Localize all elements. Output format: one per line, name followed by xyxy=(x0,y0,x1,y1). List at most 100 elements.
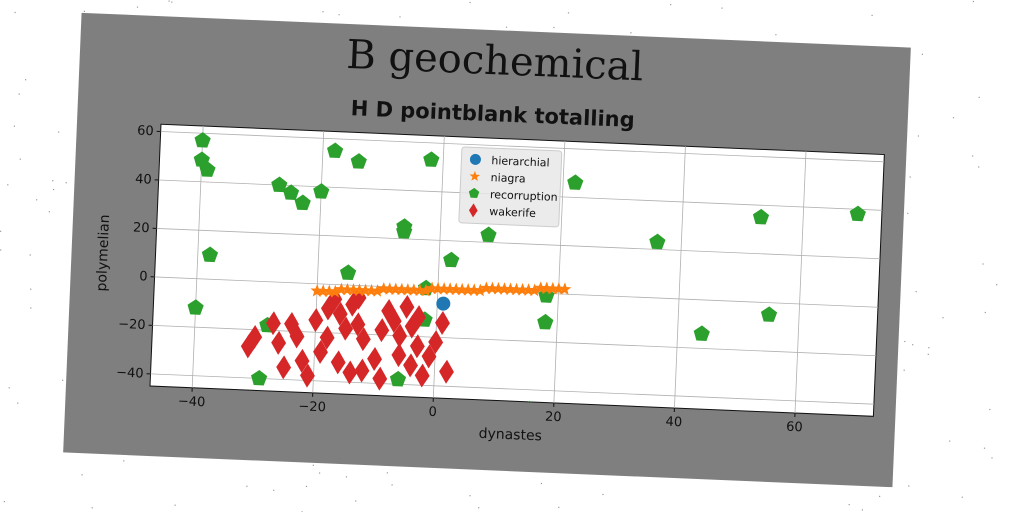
wakerife-point xyxy=(439,359,454,384)
speckle-dot xyxy=(0,249,2,251)
niagra-point xyxy=(364,283,379,297)
speckle-dot xyxy=(62,379,64,381)
niagra-point xyxy=(497,282,512,296)
y-tick-label: 20 xyxy=(133,220,150,236)
speckle-dot xyxy=(871,14,873,16)
y-gridline xyxy=(150,373,874,405)
speckle-dot xyxy=(670,4,672,6)
wakerife-point xyxy=(355,327,371,352)
niagra-point xyxy=(546,281,560,295)
recorruption-point xyxy=(327,142,344,159)
speckle-dot xyxy=(19,158,21,160)
recorruption-point xyxy=(849,205,866,222)
legend-label-hierarchial: hierarchial xyxy=(491,154,550,169)
wakerife-point xyxy=(265,311,281,336)
wakerife-point xyxy=(276,355,292,380)
speckle-dot xyxy=(879,495,881,497)
wakerife-point xyxy=(391,343,407,368)
wakerife-point xyxy=(399,294,415,319)
speckle-dot xyxy=(848,504,850,506)
legend-marker-hierarchial xyxy=(469,153,481,165)
niagra-point xyxy=(431,281,445,295)
speckle-dot xyxy=(909,176,911,178)
wakerife-point xyxy=(284,311,299,336)
niagra-point xyxy=(527,283,542,297)
speckle-dot xyxy=(907,212,909,214)
speckle-dot xyxy=(469,495,471,497)
niagra-point xyxy=(558,282,572,296)
niagra-point xyxy=(322,284,336,298)
speckle-dot xyxy=(775,34,777,36)
wakerife-point xyxy=(320,296,336,321)
speckle-dot xyxy=(983,447,986,449)
speckle-dot xyxy=(83,10,85,12)
speckle-dot xyxy=(345,476,348,478)
x-gridline xyxy=(553,141,566,403)
recorruption-point xyxy=(480,226,497,243)
wakerife-point xyxy=(319,325,335,350)
wakerife-point xyxy=(330,350,346,375)
legend-label-niagra: niagra xyxy=(490,171,526,185)
wakerife-point xyxy=(428,330,444,355)
speckle-dot xyxy=(927,353,929,355)
niagra-point xyxy=(346,283,361,296)
speckle-dot xyxy=(989,408,991,411)
recorruption-point xyxy=(251,369,268,386)
niagra-point xyxy=(437,282,451,295)
legend-marker-recorruption xyxy=(468,187,480,198)
wakerife-point xyxy=(409,334,425,359)
speckle-dot xyxy=(36,199,38,201)
niagra-point xyxy=(358,283,373,297)
wakerife-point xyxy=(247,324,263,349)
figure: −40 −20 0 20 40 60 −40 −20 0 20 40 60 dynastes polyme… xyxy=(63,12,911,488)
recorruption-point xyxy=(313,183,330,199)
y-tick-label: 0 xyxy=(139,269,148,284)
data-marks xyxy=(187,132,866,417)
niagra-point xyxy=(352,283,367,297)
speckle-dot xyxy=(18,93,20,95)
recorruption-point xyxy=(693,325,710,341)
speckle-dot xyxy=(65,182,67,184)
speckle-dot xyxy=(978,166,980,168)
speckle-dot xyxy=(30,288,32,290)
recorruption-point xyxy=(187,299,204,315)
speckle-dot xyxy=(567,12,570,14)
speckle-dot xyxy=(355,500,357,502)
niagra-point xyxy=(485,281,499,295)
speckle-dot xyxy=(602,493,604,496)
x-gridline xyxy=(432,136,445,398)
niagra-point xyxy=(425,281,439,295)
speckle-dot xyxy=(972,0,974,3)
wakerife-point xyxy=(342,360,358,385)
speckle-dot xyxy=(246,485,248,487)
recorruption-point xyxy=(271,176,288,193)
speckle-dot xyxy=(942,317,944,319)
speckle-dot xyxy=(972,155,974,157)
wakerife-point xyxy=(332,301,348,326)
x-tick-label: 40 xyxy=(665,415,682,431)
recorruption-point xyxy=(194,132,211,148)
speckle-dot xyxy=(168,0,170,2)
legend-label-wakerife: wakerife xyxy=(489,205,536,220)
speckle-dot xyxy=(928,347,930,349)
wakerife-point xyxy=(313,339,328,364)
niagra-point xyxy=(515,282,530,296)
speckle-dot xyxy=(52,180,54,182)
speckle-dot xyxy=(991,457,993,459)
speckle-dot xyxy=(25,79,27,81)
wakerife-point xyxy=(350,312,366,337)
speckle-dot xyxy=(952,117,955,119)
speckle-dot xyxy=(91,507,93,509)
speckle-dot xyxy=(13,125,15,127)
x-axis-label: dynastes xyxy=(478,426,542,445)
speckle-dot xyxy=(322,11,324,13)
recorruption-point xyxy=(294,194,311,211)
niagra-point xyxy=(395,282,409,296)
wakerife-point xyxy=(392,323,408,348)
recorruption-point xyxy=(537,313,554,330)
y-tick-label: 40 xyxy=(135,172,152,188)
niagra-point xyxy=(413,283,427,297)
recorruption-point xyxy=(350,153,367,169)
recorruption-point xyxy=(567,174,584,190)
speckle-dot xyxy=(478,507,480,509)
